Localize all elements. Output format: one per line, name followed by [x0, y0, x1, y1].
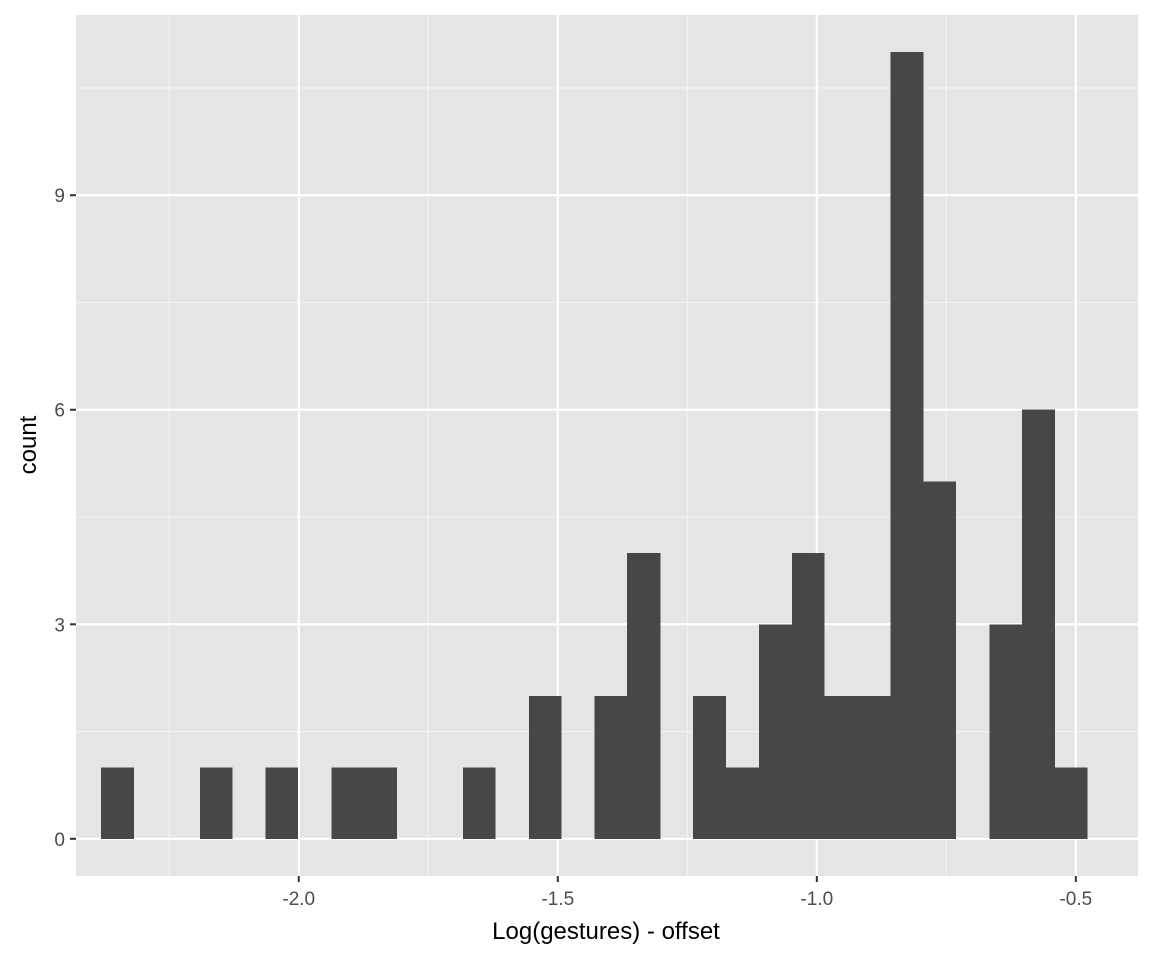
histogram-bar	[199, 767, 233, 839]
histogram-bar	[758, 624, 792, 839]
histogram-bar	[857, 695, 891, 839]
histogram-bar	[1055, 767, 1088, 839]
histogram-bar	[627, 552, 661, 839]
histogram-bar	[594, 695, 628, 839]
x-tick-label: -1.5	[541, 889, 574, 910]
histogram-bar	[824, 695, 858, 839]
histogram-bar	[265, 767, 299, 839]
x-axis: -2.0 -1.5 -1.0 -0.5	[282, 876, 1092, 910]
histogram-bar	[989, 624, 1022, 839]
minor-gridlines	[76, 15, 1138, 876]
histogram-bar	[364, 767, 398, 839]
histogram-bar	[791, 552, 825, 839]
histogram-bars	[100, 52, 1088, 839]
x-tick-label: -0.5	[1059, 889, 1092, 910]
y-axis-title: count	[15, 415, 42, 474]
y-tick-label: 6	[54, 401, 65, 422]
y-tick-label: 3	[54, 615, 65, 636]
histogram-bar	[331, 767, 365, 839]
y-tick-label: 9	[54, 186, 65, 207]
histogram-bar	[923, 481, 957, 839]
histogram-bar	[692, 695, 727, 839]
y-axis: 0 3 6 9	[54, 186, 76, 851]
histogram-bar	[100, 767, 135, 839]
x-axis-title: Log(gestures) - offset	[492, 918, 720, 945]
histogram-bar	[462, 767, 496, 839]
histogram-bar	[1021, 409, 1056, 839]
y-tick-label: 0	[54, 830, 65, 851]
x-tick-label: -2.0	[282, 889, 315, 910]
histogram-bar	[528, 695, 562, 839]
histogram-bar	[726, 767, 759, 839]
histogram-bar	[890, 52, 924, 839]
x-tick-label: -1.0	[800, 889, 833, 910]
